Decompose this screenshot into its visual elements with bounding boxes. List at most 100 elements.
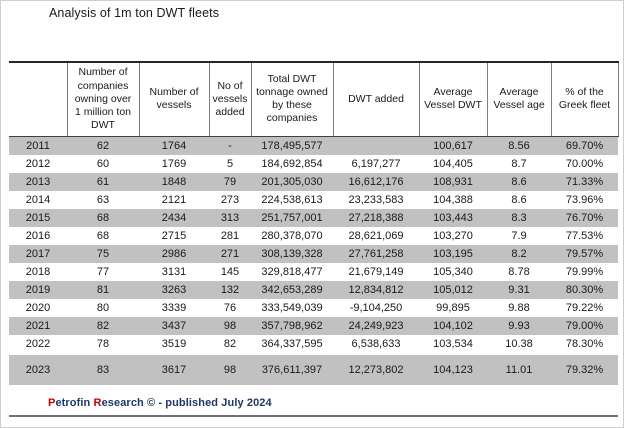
table-cell: 104,388 xyxy=(419,190,487,209)
table-cell: 3437 xyxy=(139,316,209,335)
table-cell: 103,195 xyxy=(419,244,487,263)
table-row: 2011 62 1764-178,495,577 100,617 8.56 69.70% xyxy=(9,136,618,155)
table-cell: 224,538,613 xyxy=(251,190,333,209)
footer-credit: Petrofin Research © - published July 202… xyxy=(48,397,272,409)
table-cell: 100,617 xyxy=(419,136,487,155)
table-cell: 2019 xyxy=(9,280,67,299)
table-cell: 77.53% xyxy=(551,226,618,245)
table-cell: 16,612,176 xyxy=(333,172,419,191)
column-header-total-dwt: Total DWT tonnage owned by these compani… xyxy=(250,61,333,137)
table-cell: 104,123 xyxy=(419,352,487,385)
table-cell: 2434 xyxy=(139,208,209,227)
table-cell: 108,931 xyxy=(419,172,487,191)
table-row: 2022 78 3519 82 364,337,595 6,538,633 103,534 1… xyxy=(9,334,618,354)
column-header-avg-age: Average Vessel age xyxy=(486,61,551,137)
footer-credit-text: esearch © - published July 2024 xyxy=(101,397,272,409)
column-header-vessels-added: No of vessels added xyxy=(208,61,251,137)
table-cell: 63 xyxy=(67,190,139,209)
table-cell: 80 xyxy=(67,298,139,317)
column-header-companies: Number of companies owning over 1 millio… xyxy=(66,61,139,137)
table-cell: 82 xyxy=(67,316,139,335)
table-cell: 8.3 xyxy=(487,208,551,227)
table-cell: 2715 xyxy=(139,226,209,245)
table-cell: 3617 xyxy=(139,352,209,385)
table-cell: 8.7 xyxy=(487,154,551,173)
table-cell: 82 xyxy=(209,334,251,354)
table-cell: 2020 xyxy=(9,298,67,317)
footer-credit-text: etrofin xyxy=(55,397,94,409)
table-row: 2023 83 3617 98 376,611,397 12,273,802 104,123… xyxy=(9,352,618,385)
table-cell: 77 xyxy=(67,262,139,281)
table-cell: 280,378,070 xyxy=(251,226,333,245)
column-header-avg-dwt: Average Vessel DWT xyxy=(418,61,487,137)
table-row: 2020 80 3339 76 333,549,039 -9,104,250 99,895 9… xyxy=(9,298,618,317)
table-cell: 80.30% xyxy=(551,280,618,299)
table-cell: 104,102 xyxy=(419,316,487,335)
table-cell: 70.00% xyxy=(551,154,618,173)
table-cell: 79.00% xyxy=(551,316,618,335)
table-cell: 7.9 xyxy=(487,226,551,245)
table-cell: 104,405 xyxy=(419,154,487,173)
bottom-border-rule xyxy=(9,415,618,417)
table-cell: 2015 xyxy=(9,208,67,227)
table-cell: 75 xyxy=(67,244,139,263)
table-cell: 27,218,388 xyxy=(333,208,419,227)
table-cell: 2014 xyxy=(9,190,67,209)
table-header: Number of companies owning over 1 millio… xyxy=(9,61,619,137)
table-cell: 68 xyxy=(67,208,139,227)
table-cell: 8.78 xyxy=(487,262,551,281)
table-cell xyxy=(333,136,419,155)
table-cell: 1764 xyxy=(139,136,209,155)
table-cell: 12,834,812 xyxy=(333,280,419,299)
table-cell: 79.32% xyxy=(551,352,618,385)
table-cell: 9.88 xyxy=(487,298,551,317)
table-cell: 2023 xyxy=(9,352,67,385)
table-cell: 2018 xyxy=(9,262,67,281)
table-cell: -9,104,250 xyxy=(333,298,419,317)
table-cell: 105,340 xyxy=(419,262,487,281)
table-cell: 71.33% xyxy=(551,172,618,191)
table-cell: 9.93 xyxy=(487,316,551,335)
table-cell: 105,012 xyxy=(419,280,487,299)
table-cell: 79.99% xyxy=(551,262,618,281)
table-cell: 27,761,258 xyxy=(333,244,419,263)
table-cell: 273 xyxy=(209,190,251,209)
fleet-analysis-table: Number of companies owning over 1 millio… xyxy=(9,61,619,385)
footer-credit-initial-r: R xyxy=(93,397,102,409)
table-row: 2017 75 2986 271 308,139,328 27,761,258 103,19… xyxy=(9,244,618,263)
table-cell: 76 xyxy=(209,298,251,317)
table-cell: 62 xyxy=(67,136,139,155)
table-cell: - xyxy=(209,136,251,155)
table-row: 2014 63 2121 273 224,538,613 23,233,583 104,38… xyxy=(9,190,618,209)
table-cell: 364,337,595 xyxy=(251,334,333,354)
table-row: 2012 60 1769 5 184,692,854 6,197,277 104,405 8.… xyxy=(9,154,618,173)
column-header-greek-fleet-pct: % of the Greek fleet xyxy=(550,61,619,137)
table-cell: 251,757,001 xyxy=(251,208,333,227)
table-cell: 98 xyxy=(209,352,251,385)
table-cell: 79 xyxy=(209,172,251,191)
table-cell: 79.57% xyxy=(551,244,618,263)
footer-credit-initial-p: P xyxy=(48,397,56,409)
table-cell: 2011 xyxy=(9,136,67,155)
table-cell: 3339 xyxy=(139,298,209,317)
table-cell: 2021 xyxy=(9,316,67,335)
table-cell: 3519 xyxy=(139,334,209,354)
table-cell: 98 xyxy=(209,316,251,335)
table-cell: 24,249,923 xyxy=(333,316,419,335)
table-cell: 2022 xyxy=(9,334,67,354)
table-cell: 178,495,577 xyxy=(251,136,333,155)
table-cell: 76.70% xyxy=(551,208,618,227)
table-row: 2016 68 2715 281 280,378,070 28,621,069 103,27… xyxy=(9,226,618,245)
table-cell: 78 xyxy=(67,334,139,354)
table-cell: 2013 xyxy=(9,172,67,191)
table-header-row: Number of companies owning over 1 millio… xyxy=(9,61,619,137)
table-body: 2011 62 1764-178,495,577 100,617 8.56 69.70% 2… xyxy=(9,136,618,385)
table-cell: 2012 xyxy=(9,154,67,173)
column-header-dwt-added: DWT added xyxy=(332,61,419,137)
table-cell: 9.31 xyxy=(487,280,551,299)
table-cell: 12,273,802 xyxy=(333,352,419,385)
table-cell: 2986 xyxy=(139,244,209,263)
table-cell: 132 xyxy=(209,280,251,299)
table-cell: 201,305,030 xyxy=(251,172,333,191)
table-cell: 184,692,854 xyxy=(251,154,333,173)
